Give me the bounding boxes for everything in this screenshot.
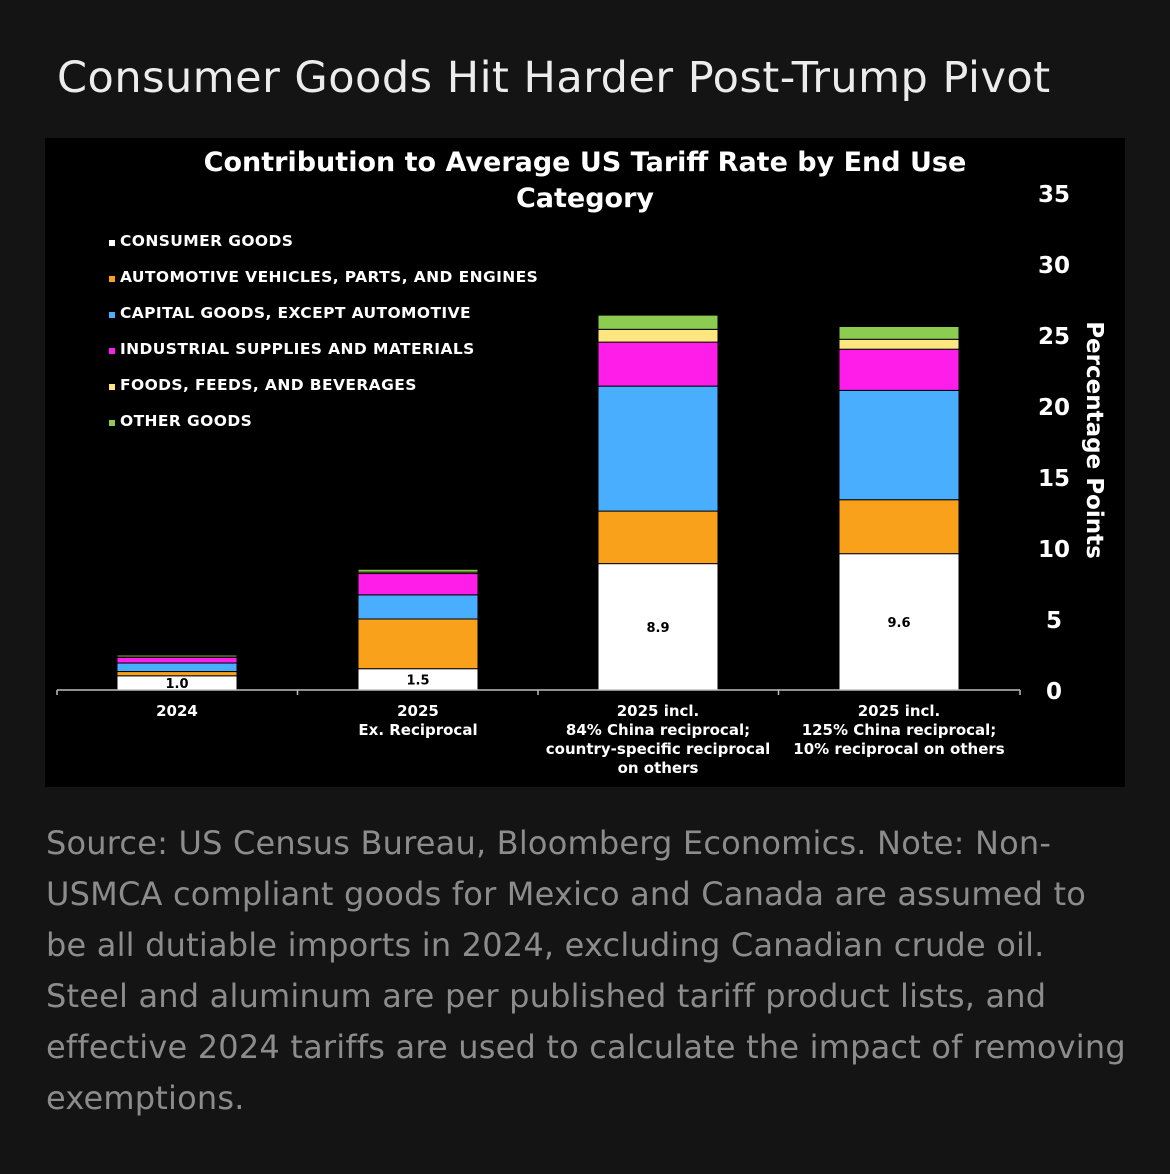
legend-swatch: [109, 384, 115, 390]
bar-data-label: 9.6: [887, 616, 910, 631]
y-tick-label: 15: [1038, 466, 1070, 492]
bar-segment: [597, 563, 719, 691]
bar-segment: [116, 654, 238, 657]
x-tick-label: 84% China reciprocal;: [566, 721, 750, 739]
legend-label: FOODS, FEEDS, AND BEVERAGES: [120, 376, 417, 394]
bar-segment: [116, 671, 238, 677]
bar-segment: [597, 385, 719, 512]
bar-segment: [838, 338, 960, 350]
y-tick-label: 0: [1046, 679, 1062, 705]
legend-swatch: [109, 420, 115, 426]
y-tick-label: 20: [1038, 395, 1070, 421]
legend-swatch: [109, 240, 115, 246]
x-tick-label: Ex. Reciprocal: [358, 721, 477, 739]
x-tick-label: on others: [618, 759, 699, 777]
bar-segment: [597, 328, 719, 343]
legend-swatch: [109, 348, 115, 354]
bar-data-label: 8.9: [646, 621, 669, 636]
legend-swatch: [109, 312, 115, 318]
bar-segment: [838, 389, 960, 501]
y-tick-label: 35: [1038, 182, 1070, 208]
bar-segment: [357, 568, 479, 573]
bar-data-label: 1.0: [165, 677, 188, 692]
bar-segment: [357, 618, 479, 670]
legend-label: AUTOMOTIVE VEHICLES, PARTS, AND ENGINES: [120, 268, 538, 286]
bar-segment: [357, 594, 479, 620]
bar-segment: [116, 656, 238, 664]
x-tick-label: country-specific reciprocal: [546, 740, 770, 758]
y-axis-title: Percentage Points: [1081, 321, 1107, 559]
source-note: Source: US Census Bureau, Bloomberg Econ…: [46, 824, 1126, 1117]
bar-segment: [597, 341, 719, 387]
chart-panel: Contribution to Average US Tariff Rate b…: [45, 138, 1125, 787]
bar-data-label: 1.5: [406, 673, 429, 688]
legend-label: OTHER GOODS: [120, 412, 252, 430]
legend-label: INDUSTRIAL SUPPLIES AND MATERIALS: [120, 340, 475, 358]
bar-segment: [838, 325, 960, 340]
bar-segment: [597, 314, 719, 330]
chart-title-line-2: Category: [516, 183, 654, 214]
bar-segment: [116, 662, 238, 673]
stacked-bar-chart: Contribution to Average US Tariff Rate b…: [56, 147, 1107, 777]
x-tick-label: 2024: [156, 702, 198, 720]
bar-segment: [838, 553, 960, 691]
y-tick-label: 10: [1038, 537, 1070, 563]
bar-segment: [357, 573, 479, 596]
x-tick-label: 10% reciprocal on others: [793, 740, 1004, 758]
y-tick-label: 30: [1038, 253, 1070, 279]
bar-segment: [597, 510, 719, 565]
x-tick-label: 2025: [397, 702, 439, 720]
legend-swatch: [109, 276, 115, 282]
x-tick-label: 2025 incl.: [617, 702, 700, 720]
legend-label: CAPITAL GOODS, EXCEPT AUTOMOTIVE: [120, 304, 471, 322]
x-tick-label: 125% China reciprocal;: [802, 721, 997, 739]
bar-segment: [838, 499, 960, 555]
chart-title-line-1: Contribution to Average US Tariff Rate b…: [204, 147, 967, 178]
bar-segment: [838, 348, 960, 391]
y-tick-label: 25: [1038, 324, 1070, 350]
x-tick-label: 2025 incl.: [858, 702, 941, 720]
page-title: Consumer Goods Hit Harder Post-Trump Piv…: [57, 53, 1051, 103]
legend-label: CONSUMER GOODS: [120, 232, 293, 250]
y-tick-label: 5: [1046, 608, 1062, 634]
